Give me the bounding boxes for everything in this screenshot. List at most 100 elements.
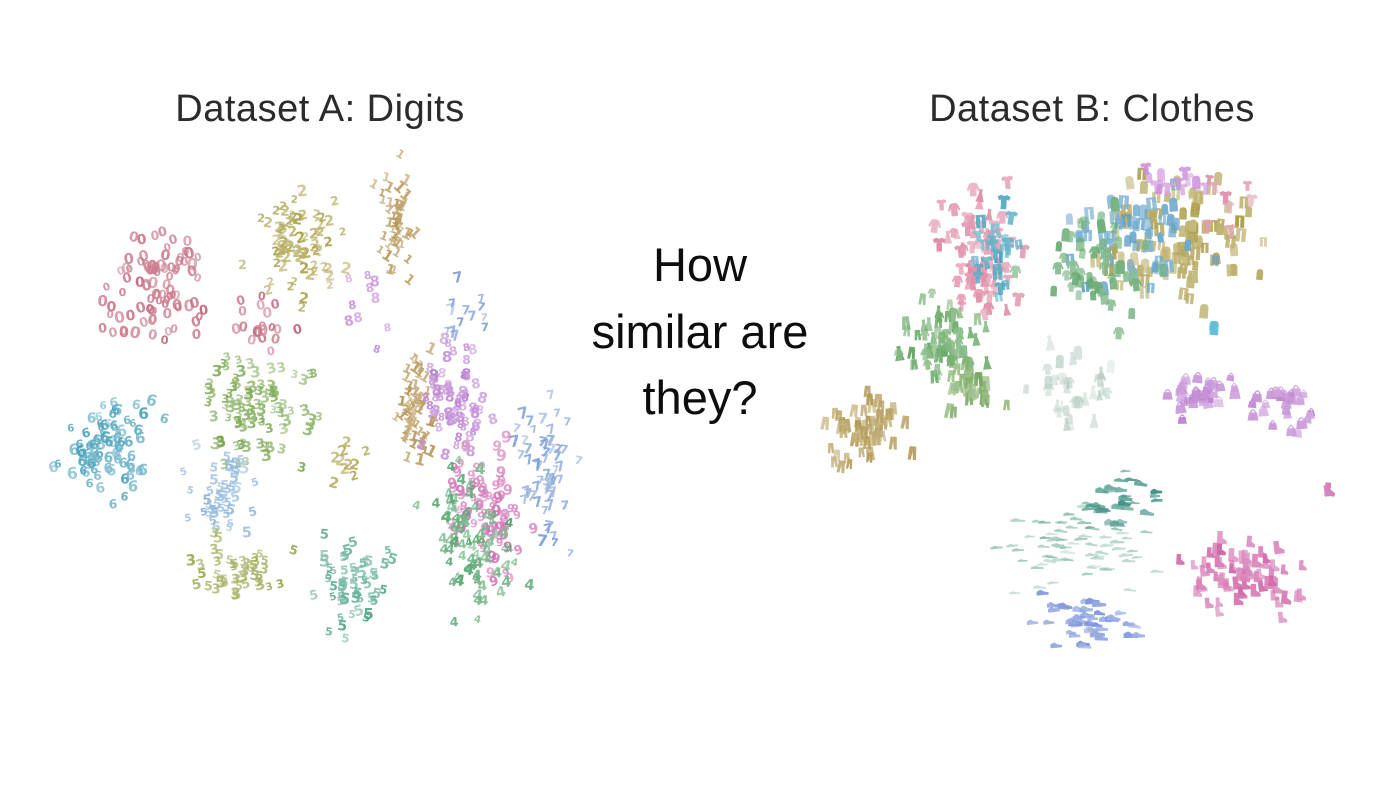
digit-glyph-4: 4 xyxy=(471,585,484,604)
digit-glyph-3: 3 xyxy=(257,387,271,407)
digit-glyph-2: 2 xyxy=(338,226,346,239)
digit-glyph-3: 3 xyxy=(209,542,221,558)
digit-glyph-9: 9 xyxy=(479,461,486,472)
digit-glyph-5: 5 xyxy=(347,608,356,621)
digit-glyph-5: 5 xyxy=(215,488,227,505)
clothing-glyph-sandal xyxy=(1081,571,1093,576)
digit-glyph-0: 0 xyxy=(138,315,151,332)
digit-glyph-5: 5 xyxy=(347,535,360,552)
digit-glyph-2: 2 xyxy=(291,209,305,229)
digit-glyph-2: 2 xyxy=(339,459,351,478)
digit-glyph-9: 9 xyxy=(451,462,459,474)
clothing-glyph-sandal xyxy=(1122,558,1136,563)
digit-glyph-5: 5 xyxy=(350,590,361,607)
comparison-question-text: How similar are they? xyxy=(591,238,809,425)
digit-glyph-9: 9 xyxy=(488,517,500,537)
digit-glyph-3: 3 xyxy=(238,562,252,581)
digit-glyph-8: 8 xyxy=(428,402,441,420)
digit-glyph-3: 3 xyxy=(229,560,236,571)
clothing-glyph-pullover xyxy=(1044,375,1053,389)
digit-glyph-5: 5 xyxy=(367,590,377,606)
digit-glyph-3: 3 xyxy=(255,400,267,419)
digit-glyph-0: 0 xyxy=(151,287,163,304)
digit-glyph-3: 3 xyxy=(224,397,238,417)
digit-glyph-7: 7 xyxy=(549,529,559,544)
digit-glyph-0: 0 xyxy=(291,322,303,339)
digit-glyph-6: 6 xyxy=(125,456,136,474)
digit-glyph-0: 0 xyxy=(146,291,156,306)
digit-glyph-5: 5 xyxy=(336,589,349,606)
digit-glyph-4: 4 xyxy=(475,460,486,478)
digit-glyph-7: 7 xyxy=(480,312,488,323)
digit-glyph-8: 8 xyxy=(430,391,440,405)
clothing-glyph-tshirt xyxy=(996,194,1011,210)
digit-glyph-7: 7 xyxy=(451,269,464,288)
digit-glyph-8: 8 xyxy=(456,419,465,432)
digit-glyph-7: 7 xyxy=(550,536,559,550)
digit-glyph-2: 2 xyxy=(326,280,334,292)
digit-glyph-2: 2 xyxy=(329,192,340,208)
digit-glyph-4: 4 xyxy=(477,536,486,548)
digit-glyph-3: 3 xyxy=(222,350,233,364)
digit-glyph-4: 4 xyxy=(411,498,422,513)
clothing-glyph-pullover xyxy=(1157,168,1166,182)
digit-glyph-5: 5 xyxy=(221,448,232,464)
digit-glyph-0: 0 xyxy=(161,297,169,311)
clothing-glyph-sandal xyxy=(1005,543,1019,548)
digit-glyph-5: 5 xyxy=(340,631,350,646)
digit-glyph-7: 7 xyxy=(511,420,522,436)
digit-glyph-7: 7 xyxy=(545,387,556,402)
digit-glyph-4: 4 xyxy=(473,574,483,589)
digit-glyph-3: 3 xyxy=(290,368,299,381)
digit-glyph-7: 7 xyxy=(522,441,533,458)
digit-glyph-9: 9 xyxy=(502,539,512,555)
digit-glyph-3: 3 xyxy=(237,552,249,569)
digit-glyph-8: 8 xyxy=(445,386,453,397)
digit-glyph-2: 2 xyxy=(296,212,306,225)
digit-glyph-2: 2 xyxy=(313,226,320,238)
clothing-glyph-pullover xyxy=(1230,263,1238,276)
clothing-glyph-sandal xyxy=(1037,544,1050,548)
clothing-glyph-shirt xyxy=(1041,363,1054,376)
digit-glyph-2: 2 xyxy=(336,442,350,461)
clothing-glyph-pullover xyxy=(1128,307,1136,320)
digit-glyph-3: 3 xyxy=(273,400,286,418)
clothing-glyph-pullover xyxy=(1168,197,1179,212)
digit-glyph-2: 2 xyxy=(297,300,306,315)
digit-glyph-8: 8 xyxy=(460,441,469,453)
digit-glyph-6: 6 xyxy=(129,418,137,430)
digit-glyph-5: 5 xyxy=(207,513,218,528)
clothing-glyph-sandal xyxy=(1118,551,1134,558)
clothing-glyph-sandal xyxy=(1009,591,1020,595)
digit-glyph-5: 5 xyxy=(227,480,236,495)
digit-glyph-5: 5 xyxy=(202,492,212,508)
digit-glyph-1: 1 xyxy=(374,244,386,257)
digit-glyph-0: 0 xyxy=(168,289,176,302)
digit-glyph-4: 4 xyxy=(450,502,459,516)
digit-glyph-5: 5 xyxy=(348,560,358,575)
digit-glyph-0: 0 xyxy=(125,263,135,276)
digit-glyph-4: 4 xyxy=(449,529,460,545)
digit-glyph-3: 3 xyxy=(267,388,280,406)
digit-glyph-5: 5 xyxy=(199,507,208,519)
clothing-glyph-sandal xyxy=(1017,558,1028,563)
digit-glyph-4: 4 xyxy=(479,593,489,609)
digit-glyph-6: 6 xyxy=(132,422,145,439)
digit-glyph-6: 6 xyxy=(127,450,136,465)
clothing-glyph-sneaker xyxy=(1131,631,1146,639)
digit-glyph-3: 3 xyxy=(232,392,245,410)
digit-glyph-2: 2 xyxy=(287,224,298,241)
digit-glyph-6: 6 xyxy=(47,459,61,477)
digit-glyph-4: 4 xyxy=(473,555,484,572)
digit-glyph-5: 5 xyxy=(235,579,243,592)
digit-glyph-8: 8 xyxy=(433,388,446,405)
digit-glyph-6: 6 xyxy=(95,410,103,424)
clothing-glyph-shirt xyxy=(947,202,962,217)
digit-glyph-8: 8 xyxy=(415,437,427,455)
digit-glyph-6: 6 xyxy=(112,431,123,448)
digit-glyph-9: 9 xyxy=(485,565,496,582)
digit-glyph-6: 6 xyxy=(103,460,115,477)
digit-glyph-6: 6 xyxy=(93,446,105,463)
digit-glyph-9: 9 xyxy=(491,488,504,507)
